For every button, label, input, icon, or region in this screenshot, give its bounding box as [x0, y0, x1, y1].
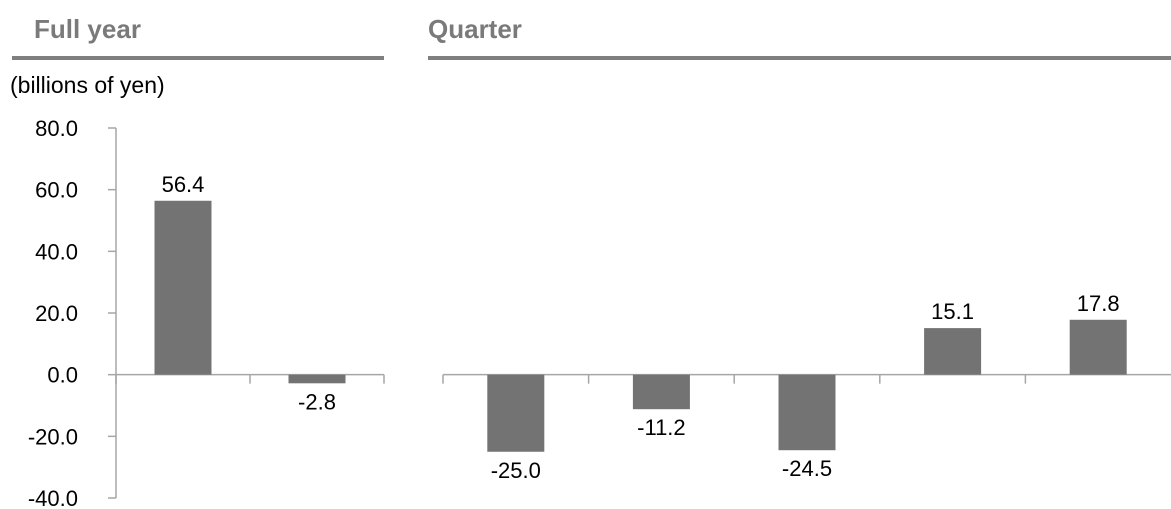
y-tick-label: 60.0 [35, 178, 78, 203]
y-tick-label: -20.0 [28, 424, 78, 449]
quarter-header: Quarter [428, 14, 522, 44]
full-year-data-label-2: -2.8 [298, 389, 336, 414]
quarter-data-label-3: -24.5 [782, 456, 832, 481]
quarter-data-label-4: 15.1 [931, 299, 974, 324]
data-labels: 56.4 -2.8 -25.0 -11.2 -24.5 15.1 17.8 [162, 172, 1120, 483]
full-year-bar-2 [288, 374, 346, 384]
y-axis-tick-labels: 80.0 60.0 40.0 20.0 0.0 -20.0 -40.0 [28, 116, 78, 509]
quarter-bar-5 [1069, 319, 1127, 375]
quarter-data-label-5: 17.8 [1077, 291, 1120, 316]
axes [108, 127, 1171, 499]
y-tick-label: 40.0 [35, 239, 78, 264]
quarter-bar-2 [632, 374, 690, 410]
full-year-data-label-1: 56.4 [162, 172, 205, 197]
unit-label: (billions of yen) [10, 72, 165, 98]
bars [154, 200, 1127, 452]
full-year-bar-1 [154, 200, 212, 375]
quarter-bar-4 [924, 328, 982, 375]
y-tick-label: -40.0 [28, 486, 78, 509]
y-tick-label: 0.0 [47, 363, 78, 388]
full-year-header: Full year [34, 14, 141, 44]
y-tick-label: 20.0 [35, 301, 78, 326]
y-tick-label: 80.0 [35, 116, 78, 141]
quarter-bar-1 [487, 374, 545, 452]
quarter-data-label-2: -11.2 [637, 415, 686, 440]
quarter-bar-3 [778, 374, 836, 451]
quarter-data-label-1: -25.0 [491, 458, 541, 483]
